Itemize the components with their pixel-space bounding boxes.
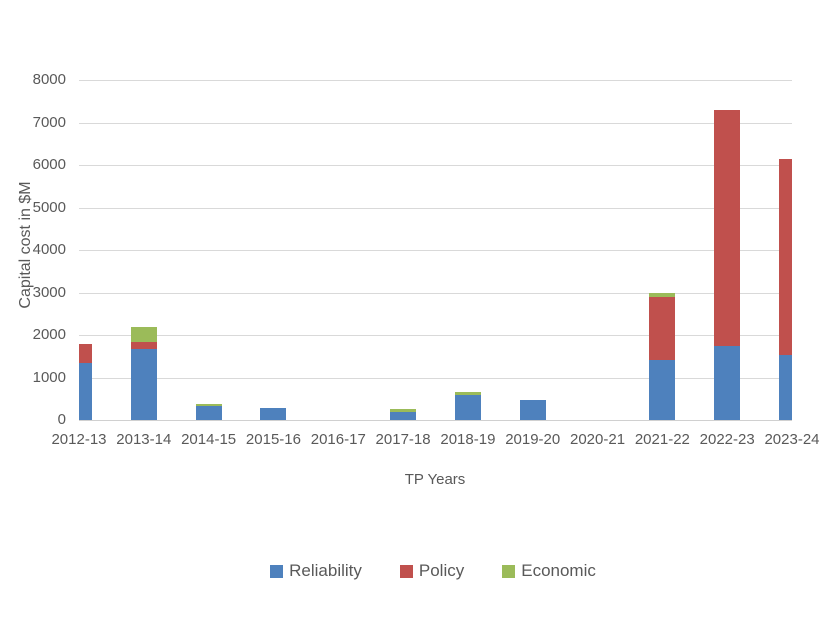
legend-item-economic: Economic — [502, 561, 596, 581]
gridline-7000 — [79, 122, 792, 124]
bar-segment-2022-23-reliability — [714, 345, 741, 420]
legend-item-reliability: Reliability — [270, 561, 362, 581]
gridline-8000 — [79, 80, 792, 81]
y-tick-label-6000: 6000 — [32, 156, 66, 173]
bar-segment-2014-15-economic — [195, 404, 222, 406]
gridline-2000 — [79, 335, 792, 336]
bar-segment-2019-20-reliability — [519, 399, 546, 420]
bar-segment-2022-23-policy — [714, 110, 741, 346]
x-tick-label-2022-23: 2022-23 — [699, 431, 755, 448]
bar-segment-2017-18-reliability — [390, 412, 417, 420]
y-tick-label-2000: 2000 — [32, 326, 66, 343]
y-tick-label-5000: 5000 — [32, 198, 66, 216]
x-tick-label-2013-14: 2013-14 — [116, 431, 172, 448]
x-tick-label-2023-24: 2023-24 — [764, 431, 820, 448]
gridline-4000 — [79, 250, 792, 251]
x-tick-label-2014-15: 2014-15 — [181, 431, 237, 448]
x-tick-label-2016-17: 2016-17 — [310, 431, 366, 448]
bar-segment-2017-18-economic — [390, 409, 417, 413]
x-tick-label-2019-20: 2019-20 — [505, 431, 561, 448]
y-tick-label-4000: 4000 — [32, 241, 66, 258]
bar-segment-2013-14-policy — [130, 342, 157, 349]
bar-segment-2021-22-economic — [649, 293, 676, 298]
x-axis-line — [79, 420, 792, 421]
gridline-3000 — [79, 292, 792, 294]
legend-label-policy: Policy — [418, 561, 465, 580]
x-tick-label-2012-13: 2012-13 — [51, 431, 107, 448]
bar-segment-2013-14-economic — [130, 327, 157, 343]
x-tick-label-2017-18: 2017-18 — [375, 431, 431, 448]
bar-segment-2018-19-reliability — [454, 395, 481, 420]
y-tick-label-7000: 7000 — [32, 113, 66, 131]
x-axis-title: TP Years — [404, 471, 466, 488]
gridline-1000 — [79, 377, 792, 379]
x-tick-label-2020-21: 2020-21 — [570, 431, 626, 448]
bar-segment-2014-15-reliability — [195, 405, 222, 420]
x-tick-label-2021-22: 2021-22 — [634, 431, 690, 448]
legend-swatch-policy — [399, 564, 413, 578]
bar-segment-2012-13-policy — [79, 344, 92, 363]
bar-segment-2015-16-reliability — [260, 408, 287, 420]
gridline-6000 — [79, 165, 792, 166]
legend-swatch-economic — [502, 564, 516, 578]
legend-label-economic: Economic — [521, 561, 596, 580]
gridline-5000 — [79, 207, 792, 209]
bar-segment-2013-14-reliability — [130, 348, 157, 420]
y-tick-label-8000: 8000 — [32, 71, 66, 88]
bar-segment-2012-13-reliability — [79, 362, 92, 420]
plot-area — [79, 80, 792, 420]
bar-segment-2018-19-economic — [454, 392, 481, 396]
legend: Reliability Policy Economic — [40, 561, 826, 581]
bar-segment-2023-24-policy — [779, 159, 792, 356]
legend-swatch-reliability — [270, 564, 284, 578]
bar-segment-2021-22-reliability — [649, 360, 676, 420]
y-tick-label-3000: 3000 — [32, 283, 66, 301]
x-tick-label-2015-16: 2015-16 — [245, 431, 301, 448]
y-tick-label-1000: 1000 — [32, 368, 66, 386]
bar-segment-2023-24-reliability — [779, 355, 792, 420]
y-tick-label-0: 0 — [57, 411, 66, 428]
bar-segment-2021-22-policy — [649, 297, 676, 361]
legend-label-reliability: Reliability — [289, 561, 362, 580]
legend-item-policy: Policy — [399, 561, 465, 581]
x-tick-label-2018-19: 2018-19 — [440, 431, 496, 448]
